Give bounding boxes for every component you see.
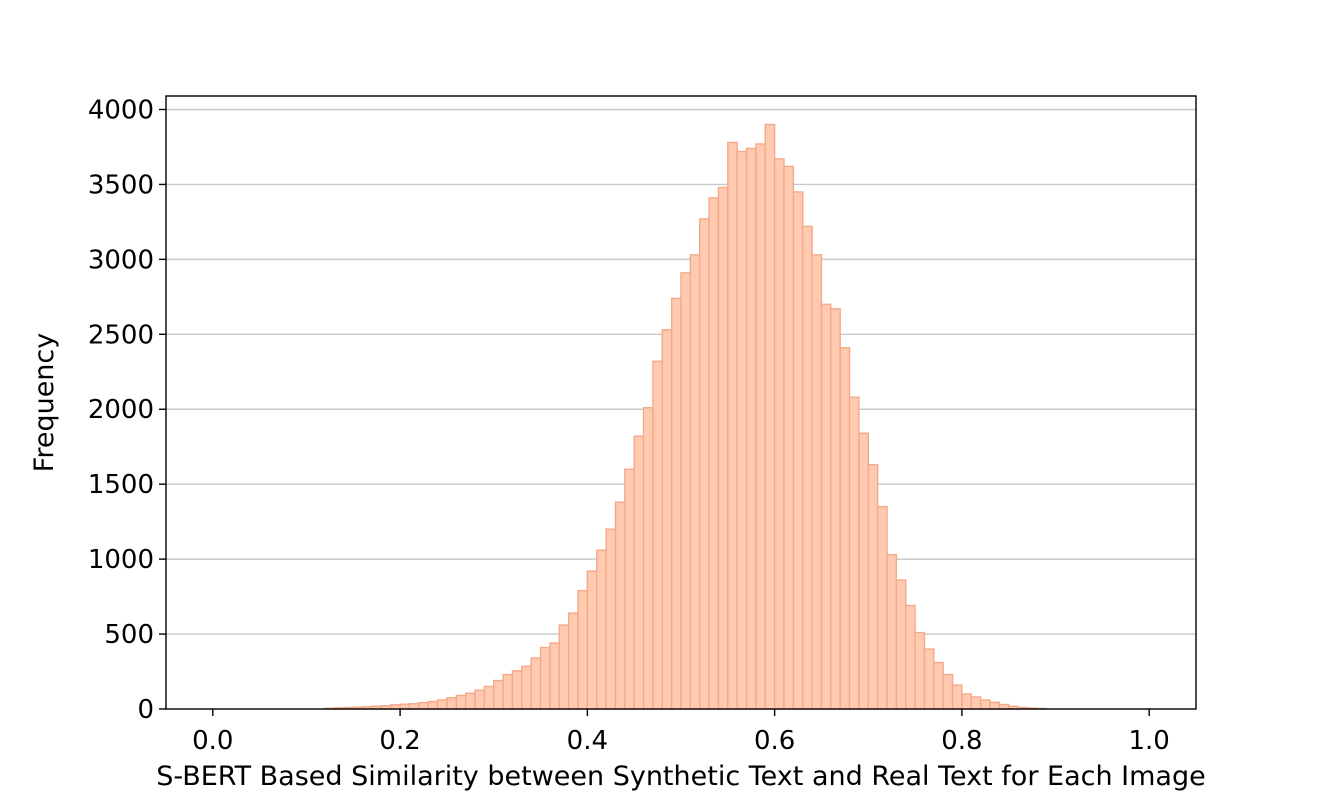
histogram-bar <box>839 347 851 710</box>
histogram-bar <box>923 648 935 710</box>
histogram-bar <box>802 225 813 710</box>
histogram-bar <box>876 505 888 710</box>
histogram-bar <box>493 679 504 710</box>
x-tick-label: 0.6 <box>754 726 795 756</box>
histogram-bar <box>511 670 523 710</box>
histogram-bar <box>792 191 804 710</box>
histogram-bar <box>933 661 944 710</box>
x-axis-ticks: 0.0 0.2 0.4 0.6 0.8 1.0 <box>192 709 1170 756</box>
histogram-bar <box>596 549 607 710</box>
y-axis-label: Frequency <box>29 333 60 473</box>
histogram-bar <box>652 360 663 710</box>
y-tick-label: 2500 <box>88 320 154 350</box>
x-tick-label: 1.0 <box>1129 726 1170 756</box>
histogram-bar <box>464 692 476 710</box>
histogram-bar <box>502 673 514 710</box>
histogram-bar <box>979 699 991 710</box>
y-axis-ticks: 0 500 1000 1500 2000 2500 3000 3500 4000 <box>88 95 166 725</box>
histogram-bar <box>989 701 1001 710</box>
histogram-bar <box>642 407 654 710</box>
histogram-bar <box>446 697 457 710</box>
histogram-bar <box>970 696 982 710</box>
histogram-bar <box>661 329 673 710</box>
histogram-bar <box>755 143 766 710</box>
y-tick-label: 1500 <box>88 470 154 500</box>
histogram-bar <box>474 689 486 710</box>
histogram-bar <box>577 589 589 710</box>
histogram-bar <box>886 553 898 710</box>
histogram-bar <box>624 468 635 710</box>
histogram-bar <box>783 165 795 710</box>
histogram-bar <box>586 570 598 710</box>
histogram-bar <box>830 308 841 710</box>
histogram-bar <box>961 693 972 710</box>
histogram-bar <box>708 197 720 710</box>
histogram-bar <box>436 699 448 710</box>
histogram-bar <box>745 147 757 710</box>
histogram-bar <box>736 150 748 710</box>
histogram-bar <box>727 141 738 710</box>
histogram-bar <box>858 432 869 710</box>
histogram-bar <box>717 186 729 710</box>
y-tick-label: 0 <box>137 695 154 725</box>
histogram-bar <box>764 123 776 710</box>
histogram-bar <box>951 684 963 710</box>
histogram-bar <box>895 579 907 710</box>
histogram-bar <box>614 501 626 710</box>
x-tick-label: 0.2 <box>379 726 420 756</box>
histogram-bar <box>670 297 682 710</box>
histogram-bar <box>483 685 495 710</box>
plot-frame <box>165 95 1197 710</box>
histogram-bar <box>633 435 645 710</box>
histogram-bar <box>848 396 860 710</box>
y-tick-label: 3000 <box>88 245 154 275</box>
x-axis-label: S-BERT Based Similarity between Syntheti… <box>156 761 1205 792</box>
histogram-bar <box>867 463 879 710</box>
x-tick-label: 0.4 <box>567 726 608 756</box>
histogram-bar <box>539 646 551 710</box>
histogram-bar <box>811 254 823 710</box>
histogram-bar <box>399 703 411 710</box>
y-tick-label: 3500 <box>88 170 154 200</box>
y-tick-label: 1000 <box>88 545 154 575</box>
histogram-bar <box>567 612 579 710</box>
y-tick-label: 500 <box>104 620 154 650</box>
histogram-bar <box>699 218 710 710</box>
histogram-bar <box>521 665 532 710</box>
histogram-bar <box>773 158 785 710</box>
histogram-bar <box>605 528 617 710</box>
x-tick-label: 0.0 <box>192 726 233 756</box>
histogram-bar <box>689 254 701 710</box>
y-tick-label: 2000 <box>88 395 154 425</box>
histogram-bar <box>942 673 954 710</box>
histogram-bar <box>418 702 429 710</box>
histogram-bar <box>558 624 570 710</box>
histogram-bar <box>914 631 926 710</box>
histogram-bar <box>455 694 467 710</box>
histogram-bar <box>530 657 542 710</box>
histogram-bar <box>820 303 832 710</box>
histogram-bar <box>408 703 420 710</box>
histogram-bar <box>427 700 439 710</box>
x-tick-label: 0.8 <box>941 726 982 756</box>
histogram-bars <box>324 123 1047 710</box>
y-tick-label: 4000 <box>88 95 154 125</box>
histogram-bar <box>549 642 560 710</box>
histogram-bar <box>905 604 916 710</box>
histogram-bar <box>680 272 692 710</box>
